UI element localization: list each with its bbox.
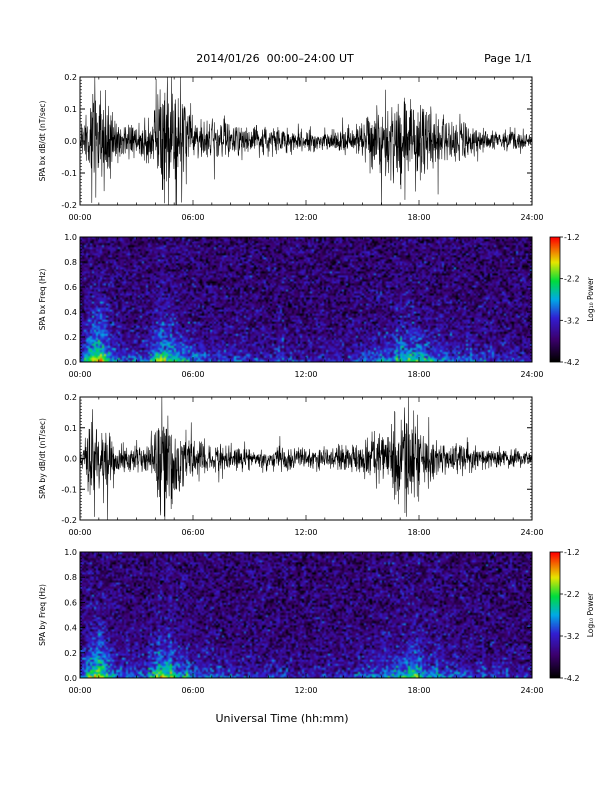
panel-1-xtick-label: 06:00 [181,213,204,222]
page-number: Page 1/1 [484,52,532,65]
panel-3-ytick-label: 0.0 [64,455,77,464]
page-title: 2014/01/26 00:00–24:00 UT [196,52,354,65]
panel-1-ytick-label: -0.2 [61,201,77,210]
panel-4-ytick-label: 0.8 [64,573,77,582]
panel-2-ylabel: SPA bx Freq (Hz) [38,269,47,331]
panel-4-ylabel: SPA by Freq (Hz) [38,584,47,646]
panel-1-ytick-label: 0.2 [64,73,77,82]
panel-4-colorbar-tick: -4.2 [564,674,580,683]
x-axis-label: Universal Time (hh:mm) [216,712,349,725]
panel-4-colorbar-tick: -3.2 [564,632,580,641]
panel-2-axes: 0.0 0.2 0.4 0.6 0.8 1.0 00:00 06:00 12:00 18:00 24… [38,233,544,379]
panel-2-ytick-label: 0.6 [64,283,77,292]
panel-1-xtick-label: 12:00 [294,213,317,222]
panel-4-ytick-label: 0.4 [64,624,77,633]
panel-3-ytick-label: 0.2 [64,393,77,402]
panel-2-colorbar-label: Log₁₀ Power [586,276,595,321]
panel-3-xtick-label: 24:00 [520,528,543,537]
panel-4-ytick-label: 0.6 [64,598,77,607]
panel-4-colorbar-tick: -2.2 [564,590,580,599]
panel-3-ytick-label: -0.2 [61,516,77,525]
panel-2-xtick-label: 12:00 [294,370,317,379]
panel-3-xtick-label: 18:00 [407,528,430,537]
panel-2-xtick-label: 06:00 [181,370,204,379]
panel-2-colorbar-tick: -2.2 [564,275,580,284]
panel-4-ytick-label: 0.0 [64,674,77,683]
panel-4-ytick-label: 0.2 [64,649,77,658]
panel-2-ytick-label: 0.4 [64,308,77,317]
panel-2-xtick-label: 18:00 [407,370,430,379]
panel-2-colorbar-tick: -4.2 [564,358,580,367]
panel-1-ytick-label: -0.1 [61,169,77,178]
panel-3-axes: -0.2 -0.1 0.0 0.1 0.2 00:00 06:00 12:00 18:00 24:… [38,393,544,537]
panel-2-xtick-label: 24:00 [520,370,543,379]
panel-4-colorbar-tick: -1.2 [564,548,580,557]
panel-4-spectrogram [80,552,532,678]
panel-1-ytick-label: 0.1 [64,105,77,114]
panel-2-ytick-label: 0.0 [64,358,77,367]
panel-4-colorbar [550,552,560,678]
panel-3-ytick-label: -0.1 [61,485,77,494]
panel-3-xtick-label: 06:00 [181,528,204,537]
panel-2-ytick-label: 1.0 [64,233,77,242]
panel-1-ytick-label: 0.0 [64,137,77,146]
panel-1-ylabel: SPA bx dB/dt (nT/sec) [38,101,47,182]
panel-2-colorbar-tick: -1.2 [564,233,580,242]
panel-4-axes: 0.0 0.2 0.4 0.6 0.8 1.0 00:00 06:00 12:00 18:00 24… [38,548,544,695]
panel-1-xtick-label: 00:00 [68,213,91,222]
panel-3-xtick-label: 12:00 [294,528,317,537]
panel-3-ytick-label: 0.1 [64,424,77,433]
panel-2-xtick-label: 00:00 [68,370,91,379]
panel-4-xtick-label: 24:00 [520,686,543,695]
panel-4-colorbar-label: Log₁₀ Power [586,592,595,637]
panel-2-spectrogram [80,237,532,362]
panel-4-xtick-label: 12:00 [294,686,317,695]
panel-1-xtick-label: 24:00 [520,213,543,222]
panel-2-ytick-label: 0.8 [64,258,77,267]
panel-4-ytick-label: 1.0 [64,548,77,557]
panel-3-waveform [79,396,533,521]
panel-3-xtick-label: 00:00 [68,528,91,537]
panel-4-xtick-label: 18:00 [407,686,430,695]
panel-2-colorbar [550,237,560,362]
panel-2-colorbar-tick: -3.2 [564,316,580,325]
panel-3-ylabel: SPA by dB/dt (nT/sec) [38,418,47,499]
panel-4-xtick-label: 00:00 [68,686,91,695]
panel-2-ytick-label: 0.2 [64,333,77,342]
panel-4-xtick-label: 06:00 [181,686,204,695]
panel-1-axes: -0.2 -0.1 0.0 0.1 0.2 00:00 06:00 12:00 18:00 24:… [38,73,544,222]
panel-1-waveform [79,76,533,206]
panel-1-xtick-label: 18:00 [407,213,430,222]
